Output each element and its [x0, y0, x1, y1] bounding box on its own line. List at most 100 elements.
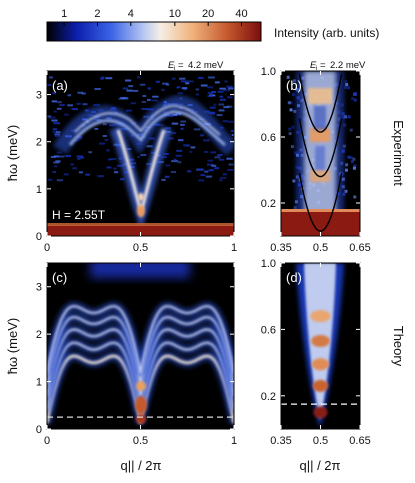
- noise-pixel: [102, 123, 107, 126]
- noise-pixel: [59, 104, 65, 107]
- y-tick-label: 0.2: [261, 198, 276, 210]
- noise-pixel: [49, 76, 53, 79]
- noise-pixel: [161, 88, 165, 91]
- x-tick-label: 0.35: [270, 435, 291, 447]
- noise-pixel: [82, 103, 88, 106]
- noise-pixel: [51, 119, 58, 122]
- noise-pixel: [175, 154, 183, 157]
- x-tick-label: 0.5: [313, 435, 328, 447]
- row-label-theory: Theory: [391, 326, 406, 367]
- noise-pixel: [94, 88, 101, 91]
- noise-pixel: [198, 179, 205, 182]
- noise-pixel: [165, 127, 171, 130]
- noise-pixel: [53, 161, 60, 164]
- colorbar-ticks: 1 2 4 10 20 40: [61, 8, 248, 26]
- x-tick-label: 0.5: [313, 242, 328, 254]
- noise-pixel: [162, 82, 169, 85]
- noise-pixel: [130, 162, 137, 165]
- noise-pixel: [292, 79, 296, 83]
- noise-pixel: [93, 103, 100, 106]
- axis-titles: ħω (meV) ħω (meV) q|| / 2π q|| / 2π Expe…: [5, 120, 406, 473]
- noise-pixel: [185, 80, 192, 83]
- noise-pixel: [197, 168, 205, 171]
- noise-pixel: [173, 158, 177, 161]
- panel-a-elastic-edge: [47, 223, 234, 226]
- noise-pixel: [347, 115, 351, 119]
- noise-pixel: [56, 179, 64, 182]
- panel-a: (a) H = 2.55T E i = 4.2 meV: [46, 60, 235, 237]
- noise-pixel: [53, 165, 58, 168]
- x-tick-label: 1: [231, 435, 237, 447]
- noise-pixel: [222, 173, 227, 176]
- panel-c: (c): [46, 262, 235, 430]
- panel-d-spot: [311, 335, 330, 348]
- noise-pixel: [57, 101, 62, 104]
- noise-pixel: [226, 105, 233, 108]
- noise-pixel: [58, 155, 65, 158]
- noise-pixel: [226, 96, 233, 99]
- noise-pixel: [288, 132, 292, 136]
- colorbar-tick-label: 40: [235, 8, 247, 20]
- panel-c-top-glow: [90, 263, 190, 278]
- noise-pixel: [67, 94, 72, 97]
- noise-pixel: [109, 124, 115, 127]
- panel-d-spots: [310, 310, 331, 419]
- panel-c-spot-3: [136, 414, 146, 424]
- noise-pixel: [47, 83, 52, 86]
- noise-pixel: [288, 127, 292, 131]
- y-tick-label: 2: [36, 329, 42, 341]
- y-tick-label: 1: [36, 377, 42, 389]
- noise-pixel: [216, 114, 223, 117]
- panel-a-heatmap: [47, 76, 234, 236]
- noise-pixel: [217, 90, 224, 93]
- noise-pixel: [151, 99, 159, 102]
- noise-pixel: [218, 109, 225, 112]
- panel-d-spot: [311, 358, 330, 371]
- noise-pixel: [48, 116, 56, 119]
- noise-pixel: [208, 76, 215, 79]
- noise-pixel: [65, 155, 71, 158]
- y-tick-label: 0.2: [261, 391, 276, 403]
- svg-text:E: E: [310, 60, 317, 71]
- panel-a-upper-band-2: [74, 104, 221, 136]
- panel-b-parabola-3: [298, 73, 343, 133]
- noise-pixel: [344, 80, 348, 84]
- noise-pixel: [343, 123, 347, 127]
- noise-pixel: [77, 137, 83, 140]
- panel-a-field-label: H = 2.55T: [52, 208, 106, 222]
- noise-pixel: [180, 127, 184, 130]
- noise-pixel: [223, 106, 230, 109]
- noise-pixel: [85, 173, 91, 176]
- noise-pixel: [108, 158, 112, 161]
- noise-pixel: [136, 155, 141, 158]
- noise-pixel: [352, 166, 356, 170]
- panel-b-parabola-1: [298, 172, 343, 232]
- noise-pixel: [76, 155, 84, 158]
- panel-d-spot: [312, 379, 329, 392]
- noise-pixel: [141, 107, 149, 110]
- noise-pixel: [54, 133, 61, 136]
- noise-pixel: [88, 151, 92, 154]
- noise-pixel: [80, 156, 85, 159]
- noise-pixel: [292, 179, 296, 183]
- noise-pixel: [207, 159, 214, 162]
- panel-d: (d): [280, 262, 361, 430]
- noise-pixel: [52, 128, 58, 131]
- noise-pixel: [94, 127, 99, 130]
- noise-pixel: [289, 108, 293, 112]
- noise-pixel: [189, 150, 193, 153]
- noise-pixel: [350, 160, 354, 164]
- noise-pixel: [54, 134, 60, 137]
- noise-pixel: [200, 84, 208, 87]
- noise-pixel: [219, 176, 227, 179]
- noise-pixel: [168, 114, 174, 117]
- noise-pixel: [210, 151, 217, 154]
- noise-pixel: [224, 80, 228, 83]
- panel-b-elastic-line: [281, 211, 360, 236]
- noise-pixel: [71, 108, 79, 111]
- noise-pixel: [222, 89, 230, 92]
- noise-pixel: [198, 76, 204, 79]
- noise-pixel: [177, 92, 184, 95]
- x-tick-label: 0.5: [133, 242, 148, 254]
- noise-pixel: [219, 95, 223, 98]
